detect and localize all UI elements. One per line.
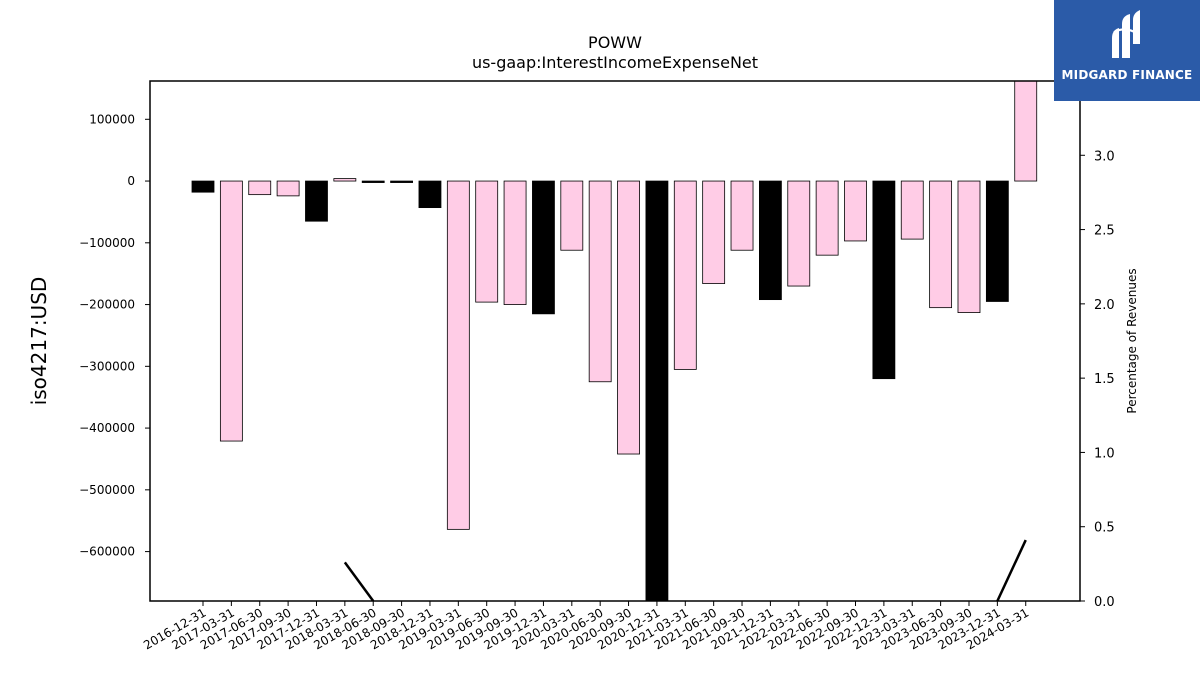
y2-tick-label: 2.5 [1094, 224, 1115, 239]
y-tick-label: −300000 [79, 359, 135, 373]
midgard-logo-icon [1112, 10, 1140, 58]
logo-text: MIDGARD FINANCE [1061, 68, 1193, 82]
bar-2022-03-31 [787, 180, 811, 287]
bar-2023-09-30 [957, 180, 981, 313]
y2-tick-label: 0.0 [1094, 595, 1115, 610]
bar-2019-12-31 [532, 180, 555, 315]
bar-2017-12-31 [305, 180, 328, 222]
y2-tick-label: 0.5 [1094, 521, 1115, 536]
y2-tick-label: 1.5 [1094, 372, 1115, 387]
bar-2018-03-31 [333, 178, 357, 182]
brand-logo: MIDGARD FINANCE [1054, 0, 1200, 101]
bar-2024-03-31 [1014, 81, 1038, 182]
bar-2020-09-30 [617, 180, 640, 455]
bar-2018-12-31 [418, 180, 442, 209]
bar-2021-12-31 [759, 180, 782, 301]
revenue-pct-line-segment [343, 561, 375, 601]
bar-2017-06-30 [248, 180, 272, 196]
y-tick-label: −100000 [79, 236, 135, 250]
chart-title: POWW [588, 33, 642, 52]
bar-2016-12-31 [191, 180, 215, 193]
bar-2020-12-31 [645, 180, 669, 601]
bar-2019-06-30 [475, 180, 499, 303]
bar-2023-03-31 [900, 180, 924, 240]
y-axis-label: iso4217:USD [27, 277, 51, 406]
bar-2018-09-30 [390, 180, 413, 183]
y2-tick-label: 3.0 [1094, 149, 1115, 164]
plot-frame [149, 80, 1081, 602]
bar-2023-06-30 [929, 180, 953, 309]
bar-2020-06-30 [588, 180, 612, 383]
bar-2023-12-31 [985, 180, 1009, 302]
y-tick-label: −200000 [79, 298, 135, 312]
bar-2021-03-31 [673, 180, 697, 370]
bar-2022-12-31 [872, 180, 896, 380]
bar-2017-09-30 [276, 180, 300, 197]
bar-2019-03-31 [446, 180, 470, 530]
y-tick-label: 100000 [89, 112, 135, 126]
y2-tick-label: 1.0 [1094, 446, 1115, 461]
revenue-pct-line-segment [996, 539, 1027, 601]
bar-2020-03-31 [560, 180, 584, 251]
y-tick-label: 0 [127, 174, 135, 188]
y-tick-label: −500000 [79, 483, 135, 497]
bar-2022-06-30 [815, 180, 839, 256]
y2-axis-label: Percentage of Revenues [1125, 268, 1139, 413]
bar-2018-06-30 [361, 180, 385, 183]
bar-2022-09-30 [844, 180, 867, 242]
y-tick-label: −400000 [79, 421, 135, 435]
y2-tick-label: 2.0 [1094, 298, 1115, 313]
bar-2021-06-30 [702, 180, 726, 284]
y-tick-label: −600000 [79, 545, 135, 559]
bar-2017-03-31 [219, 180, 243, 442]
bar-2019-09-30 [503, 180, 527, 305]
bar-2021-09-30 [730, 180, 754, 251]
chart-subtitle: us-gaap:InterestIncomeExpenseNet [472, 53, 758, 72]
